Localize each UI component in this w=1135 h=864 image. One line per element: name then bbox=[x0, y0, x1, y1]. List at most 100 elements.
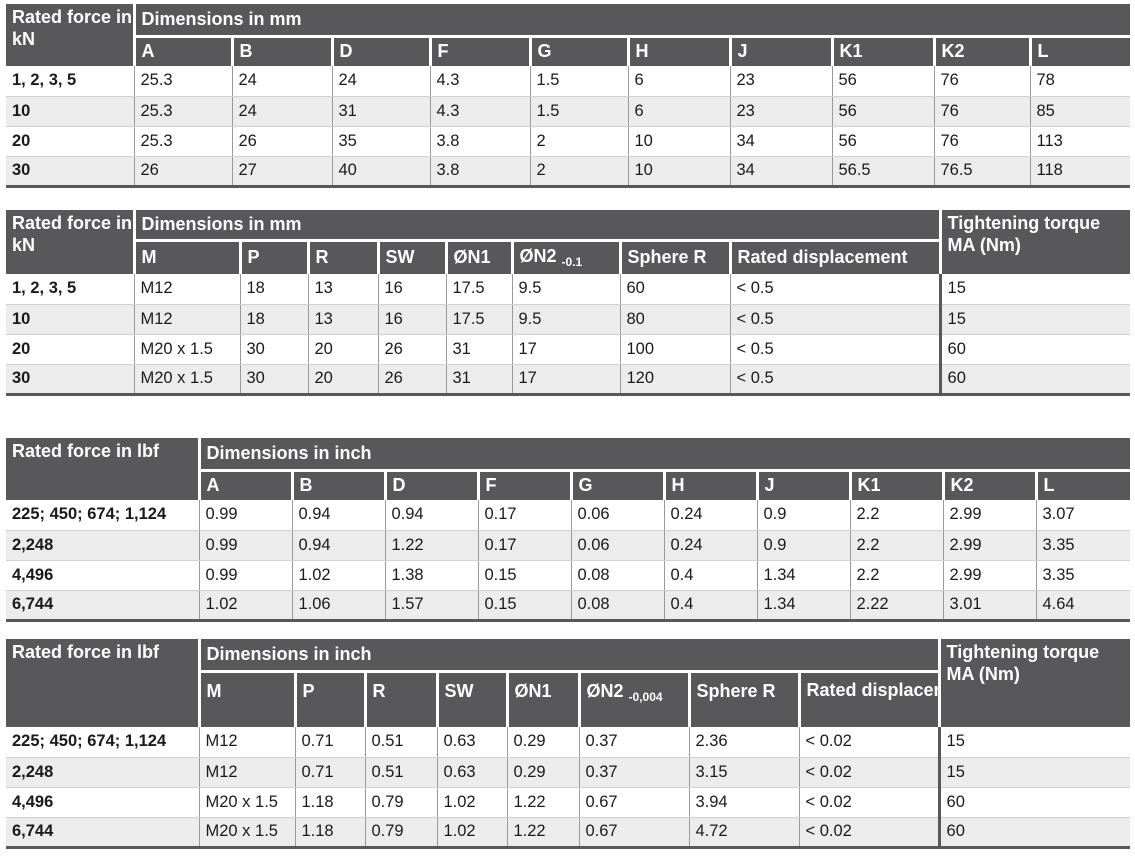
table-cell: 6 bbox=[627, 66, 730, 97]
column-header: B bbox=[230, 36, 332, 66]
table-cell: 1.22 bbox=[506, 787, 579, 818]
table-cell: 3.01 bbox=[942, 590, 1036, 622]
table-cell: 17.5 bbox=[445, 274, 512, 305]
table-cell: 24 bbox=[331, 66, 430, 97]
table-cell: 76.5 bbox=[933, 156, 1030, 188]
column-header: G bbox=[569, 470, 664, 500]
table-row: 1, 2, 3, 5 M12 18 13 16 17.5 9.5 60 < 0.… bbox=[6, 274, 1131, 305]
column-header: K1 bbox=[848, 470, 943, 500]
dimensions-mm-table-2: Rated force in kN Dimensions in mm Tight… bbox=[6, 210, 1131, 396]
table-cell: 120 bbox=[619, 364, 730, 396]
column-header-label: ØN2 bbox=[586, 680, 624, 701]
table-cell: 0.67 bbox=[578, 817, 689, 849]
rated-force-cell: 6,744 bbox=[6, 817, 199, 849]
table-cell: 78 bbox=[1029, 66, 1131, 97]
table-cell: 24 bbox=[231, 66, 332, 97]
table-cell: 0.17 bbox=[477, 530, 571, 561]
table-cell: M12 bbox=[198, 727, 295, 758]
table-row: 20 25.3 26 35 3.8 2 10 34 56 76 113 bbox=[6, 126, 1131, 157]
table-cell: 25.3 bbox=[133, 96, 232, 127]
table-cell: 0.17 bbox=[477, 500, 571, 531]
table-cell: 1.18 bbox=[294, 787, 365, 818]
torque-cell: 15 bbox=[937, 727, 1131, 758]
table-cell: 3.35 bbox=[1035, 530, 1131, 561]
table-row: 10 M12 18 13 16 17.5 9.5 80 < 0.5 15 bbox=[6, 304, 1131, 335]
table-cell: 0.37 bbox=[578, 757, 689, 788]
table-cell: 3.35 bbox=[1035, 560, 1131, 591]
table-cell: 56.5 bbox=[831, 156, 934, 188]
table-cell: 76 bbox=[933, 126, 1030, 157]
table-cell: 17 bbox=[511, 334, 620, 365]
table-row: 10 25.3 24 31 4.3 1.5 6 23 56 76 85 bbox=[6, 96, 1131, 127]
table-cell: 13 bbox=[307, 274, 378, 305]
table-cell: 16 bbox=[377, 304, 446, 335]
column-header: K2 bbox=[941, 470, 1036, 500]
column-header: D bbox=[330, 36, 430, 66]
table-cell: 118 bbox=[1029, 156, 1131, 188]
table-cell: 56 bbox=[831, 96, 934, 127]
column-header: ØN1 bbox=[444, 240, 512, 274]
table-cell: 31 bbox=[331, 96, 430, 127]
table-row: 2,248 M12 0.71 0.51 0.63 0.29 0.37 3.15 … bbox=[6, 757, 1131, 788]
torque-cell: 60 bbox=[938, 364, 1131, 396]
column-header: A bbox=[132, 36, 232, 66]
table-cell: 2.99 bbox=[942, 560, 1036, 591]
table-cell: 2.99 bbox=[942, 530, 1036, 561]
table-cell: 0.51 bbox=[364, 757, 437, 788]
table-cell: 27 bbox=[231, 156, 332, 188]
table-cell: 2.2 bbox=[849, 530, 943, 561]
table-cell: 0.37 bbox=[578, 727, 689, 758]
table-cell: 0.51 bbox=[364, 727, 437, 758]
table-cell: 0.99 bbox=[198, 530, 292, 561]
column-header: A bbox=[197, 470, 292, 500]
table-cell: M12 bbox=[133, 304, 240, 335]
rated-force-cell: 1, 2, 3, 5 bbox=[6, 274, 134, 305]
table-cell: 0.63 bbox=[436, 757, 507, 788]
table-cell: 2 bbox=[529, 156, 628, 188]
group-label: Dimensions in mm bbox=[132, 210, 941, 242]
table-cell: 16 bbox=[377, 274, 446, 305]
table-cell: 3.8 bbox=[429, 126, 530, 157]
table-cell: 18 bbox=[239, 274, 308, 305]
table-cell: 2.99 bbox=[942, 500, 1036, 531]
dimensions-inch-table-2: Rated force in lbf Dimensions in inch Ti… bbox=[6, 639, 1131, 849]
table-cell: M12 bbox=[133, 274, 240, 305]
column-header: K2 bbox=[932, 36, 1030, 66]
column-header: R bbox=[363, 671, 437, 727]
table-cell: 0.4 bbox=[663, 560, 757, 591]
rated-force-cell: 10 bbox=[6, 96, 134, 127]
rated-force-cell: 30 bbox=[6, 364, 134, 396]
group-label: Dimensions in inch bbox=[197, 639, 940, 673]
column-header: K1 bbox=[830, 36, 934, 66]
rowhead-label: Rated force in kN bbox=[6, 210, 134, 274]
table-cell: 10 bbox=[627, 126, 730, 157]
column-header: F bbox=[428, 36, 530, 66]
table-cell: 1.18 bbox=[294, 817, 365, 849]
table-row: 4,496 M20 x 1.5 1.18 0.79 1.02 1.22 0.67… bbox=[6, 787, 1131, 818]
table-cell: 20 bbox=[307, 364, 378, 396]
table-cell: 0.9 bbox=[756, 500, 850, 531]
table-row: 225; 450; 674; 1,124 M12 0.71 0.51 0.63 … bbox=[6, 727, 1131, 758]
table-cell: M12 bbox=[198, 757, 295, 788]
column-header: D bbox=[383, 470, 478, 500]
table-cell: 0.15 bbox=[477, 560, 571, 591]
tightening-torque-label: Tightening torque MA (Nm) bbox=[938, 210, 1131, 274]
rated-force-cell: 4,496 bbox=[6, 560, 199, 591]
column-header: F bbox=[476, 470, 571, 500]
column-header: ØN2 -0,004 bbox=[577, 671, 689, 727]
table-cell: 23 bbox=[729, 66, 832, 97]
table-cell: 0.79 bbox=[364, 817, 437, 849]
column-header: ØN1 bbox=[505, 671, 579, 727]
tolerance-subscript: -0.1 bbox=[561, 255, 583, 270]
table-cell: 31 bbox=[445, 364, 512, 396]
rated-force-cell: 225; 450; 674; 1,124 bbox=[6, 727, 199, 758]
table-cell: 1.02 bbox=[436, 787, 507, 818]
table-cell: 31 bbox=[445, 334, 512, 365]
rowhead-label: Rated force in kN bbox=[6, 4, 134, 66]
column-header: SW bbox=[435, 671, 507, 727]
column-header: Sphere R bbox=[687, 671, 799, 727]
tolerance-subscript: -0,004 bbox=[628, 689, 663, 704]
rated-force-cell: 225; 450; 674; 1,124 bbox=[6, 500, 199, 531]
table-cell: 3.15 bbox=[688, 757, 799, 788]
table-cell: 0.06 bbox=[570, 530, 664, 561]
